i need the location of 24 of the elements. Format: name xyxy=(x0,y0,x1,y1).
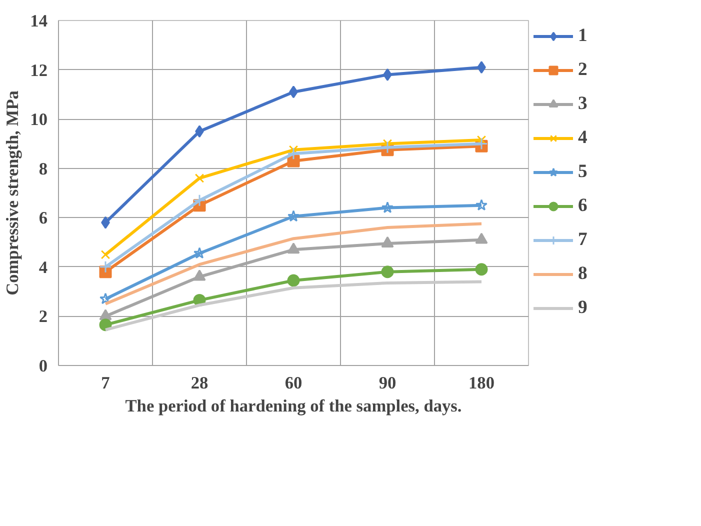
y-tick-label: 14 xyxy=(30,12,48,30)
y-axis-title: Compressive strength, MPa xyxy=(3,90,22,296)
x-tick-label: 180 xyxy=(468,374,495,392)
y-tick-label: 10 xyxy=(30,110,48,130)
y-tick-label: 4 xyxy=(38,258,48,277)
y-tick-label: 6 xyxy=(38,208,48,228)
legend-label: 3 xyxy=(578,93,588,115)
y-tick-label: 8 xyxy=(38,159,48,178)
x-tick-label: 7 xyxy=(101,374,110,392)
legend-label: 1 xyxy=(578,25,588,47)
legend-label: 6 xyxy=(578,195,588,217)
y-tick-label: 0 xyxy=(38,356,48,376)
y-tick-label: 2 xyxy=(38,307,48,326)
y-tick-label: 12 xyxy=(30,60,48,80)
legend-label: 4 xyxy=(578,127,588,149)
x-tick-label: 60 xyxy=(284,374,302,392)
x-tick-label: 28 xyxy=(190,374,208,392)
x-axis-title: The period of hardening of the samples, days. xyxy=(125,396,462,416)
legend-label: 5 xyxy=(578,161,588,183)
legend-label: 2 xyxy=(578,59,588,81)
legend-label: 8 xyxy=(578,263,588,285)
legend-label: 7 xyxy=(578,229,588,251)
legend-label: 9 xyxy=(578,297,588,319)
x-tick-label: 90 xyxy=(378,374,396,392)
